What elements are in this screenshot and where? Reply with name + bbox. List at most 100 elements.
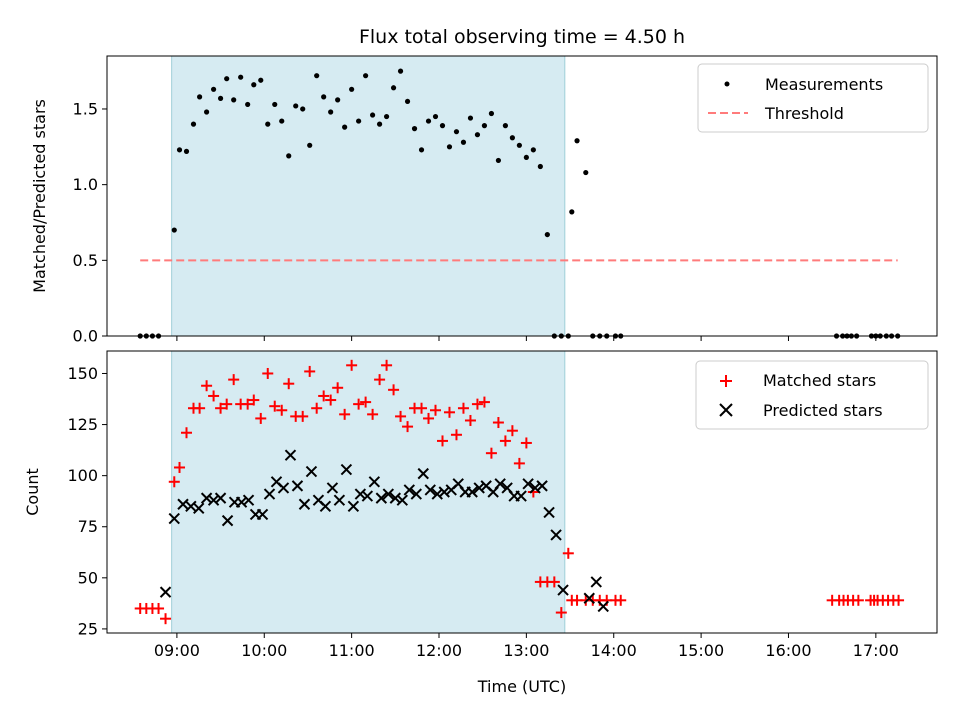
- predicted-stars-point: [319, 500, 332, 513]
- measurements-point: [251, 82, 257, 88]
- measurements-point: [460, 139, 467, 145]
- legend-label-predicted: Predicted stars: [763, 401, 883, 420]
- predicted-stars-point: [438, 486, 450, 498]
- measurements-point: [439, 123, 446, 129]
- measurements-point: [453, 129, 460, 135]
- predicted-stars-point: [277, 482, 290, 494]
- matched-stars-point: [520, 437, 532, 449]
- measurements-point: [574, 138, 580, 144]
- predicted-stars-point: [263, 488, 276, 500]
- matched-stars-point: [506, 425, 518, 437]
- matched-stars-point: [381, 359, 393, 371]
- ratio-legend-box: [697, 63, 929, 133]
- legend-label-measurements: Measurements: [765, 75, 883, 94]
- observing-window-band: [171, 55, 566, 337]
- predicted-stars-point: [522, 478, 534, 490]
- measurements-point: [523, 154, 529, 161]
- matched-stars-point: [297, 410, 309, 422]
- y-tick-label: 75: [78, 517, 98, 536]
- predicted-stars-point: [291, 480, 304, 492]
- predicted-stars-point: [375, 492, 388, 504]
- matched-stars-point: [416, 402, 428, 414]
- predicted-stars-point: [193, 502, 205, 515]
- measurements-point: [474, 132, 481, 138]
- measurements-point: [481, 123, 488, 129]
- legend-marker-matched: [720, 375, 732, 387]
- matched-stars-point: [464, 414, 476, 426]
- matched-stars-point: [402, 421, 414, 433]
- ratio-panel-frame: [106, 55, 938, 337]
- matched-stars-point: [457, 402, 469, 414]
- x-tick-label: 11:00: [329, 641, 375, 660]
- measurements-point: [404, 98, 411, 105]
- matched-stars-point: [318, 390, 330, 402]
- matched-stars-point: [374, 374, 386, 386]
- measurements-point: [411, 126, 418, 132]
- matched-stars-point: [852, 594, 864, 606]
- measurements-point: [217, 95, 224, 101]
- measurements-point: [467, 115, 474, 121]
- y-tick-label: 150: [67, 364, 98, 383]
- matched-stars-point: [436, 435, 448, 447]
- y-tick-label: 0.0: [73, 327, 98, 346]
- x-tick-label: 17:00: [853, 641, 899, 660]
- predicted-stars-point: [214, 492, 227, 504]
- predicted-stars-point: [333, 494, 346, 506]
- measurements-point: [342, 124, 348, 130]
- predicted-stars-point: [298, 498, 311, 510]
- measurements-point: [314, 73, 320, 79]
- matched-stars-point: [339, 408, 351, 420]
- matched-stars-point: [346, 359, 358, 371]
- predicted-stars-point: [396, 494, 409, 506]
- predicted-stars-point: [235, 496, 248, 508]
- count-y-axis-label: Count: [23, 468, 42, 516]
- predicted-stars-point: [473, 482, 485, 494]
- matched-stars-point: [228, 374, 240, 386]
- observing-window-span: [171, 55, 566, 337]
- y-tick-label: 1.0: [73, 175, 98, 194]
- measurements-point: [537, 163, 543, 170]
- y-tick-label: 50: [78, 568, 98, 587]
- measurements-point: [488, 110, 495, 117]
- measurements-point: [204, 109, 210, 115]
- measurements-point: [258, 77, 264, 83]
- predicted-stars-point: [242, 494, 255, 506]
- predicted-stars-point: [284, 449, 297, 461]
- measurements-point: [495, 157, 502, 164]
- matched-stars-point: [388, 384, 400, 396]
- measurements-point: [265, 121, 271, 127]
- count-legend-box: [695, 360, 929, 430]
- predicted-stars-point: [597, 600, 609, 613]
- matched-stars-point: [181, 427, 193, 439]
- predicted-stars-point: [389, 492, 402, 504]
- predicted-stars-point: [583, 592, 595, 604]
- predicted-stars-point: [207, 494, 220, 506]
- legend-marker-measurements: [724, 81, 730, 87]
- measurements-point: [321, 94, 327, 100]
- measurements-point: [224, 76, 230, 82]
- x-tick-label: 09:00: [154, 641, 200, 660]
- predicted-stars-point: [305, 465, 318, 478]
- predicted-stars-point: [221, 514, 234, 527]
- matched-stars-point: [221, 398, 233, 410]
- measurements-point: [328, 109, 334, 115]
- measurements-point: [176, 147, 183, 153]
- count-panel-frame: [106, 350, 938, 634]
- legend-marker-predicted: [719, 403, 733, 417]
- predicted-stars-point: [361, 490, 374, 502]
- predicted-stars-point: [466, 486, 478, 498]
- count-panel: 25 50 75 100 125 150 09:00 10:00 11:00 12:00 13:0…: [23, 350, 938, 696]
- predicted-stars-point: [200, 492, 213, 504]
- matched-stars-point: [430, 404, 442, 416]
- measurements-point: [446, 144, 453, 150]
- x-tick-label: 16:00: [765, 641, 811, 660]
- measurements-point: [418, 147, 425, 153]
- measurements-point: [335, 97, 341, 103]
- matched-stars-point: [168, 476, 180, 488]
- y-tick-label: 25: [78, 619, 98, 638]
- x-tick-label: 13:00: [503, 641, 549, 660]
- predicted-stars-point: [557, 584, 569, 596]
- predicted-stars-point: [494, 478, 506, 490]
- predicted-stars-point: [529, 482, 541, 494]
- predicted-stars-point: [368, 476, 381, 488]
